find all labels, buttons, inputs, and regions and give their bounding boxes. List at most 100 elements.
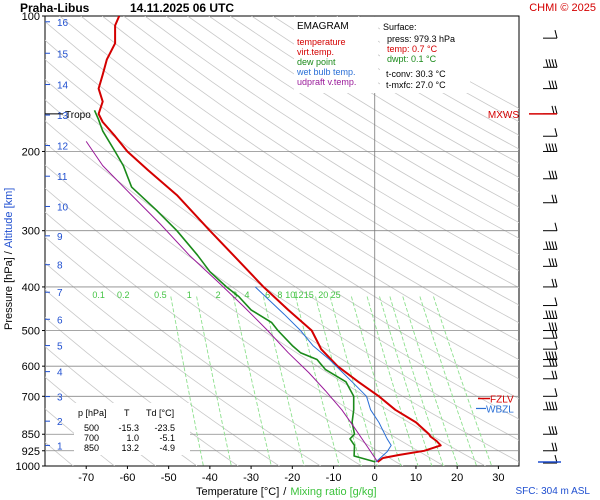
wind-barb: [543, 330, 558, 339]
barb-flag: [554, 442, 558, 451]
x-tick-label: -70: [78, 472, 94, 484]
mixing-ratio-label: 6: [265, 290, 270, 300]
table-cell: -15.3: [118, 423, 139, 433]
barb-flag: [554, 341, 558, 350]
mixing-ratio-label: 4: [244, 290, 249, 300]
mixing-ratio-line: [262, 296, 305, 466]
altitude-label: 6: [57, 315, 63, 326]
dry-adiabat: [45, 59, 519, 380]
wind-barb: [543, 80, 558, 90]
mixing-ratio-label: 0.1: [92, 290, 105, 300]
barb-flag: [554, 80, 558, 89]
legend-item-temperature: temperature: [297, 37, 346, 47]
xlabel-mixing: Mixing ratio [g/kg]: [290, 486, 376, 498]
legend-item-dew-point: dew point: [297, 57, 336, 67]
altitude-label: 3: [57, 393, 63, 404]
y-tick-label: 700: [22, 391, 40, 403]
mixing-ratio-line: [433, 296, 493, 466]
altitude-label: 11: [57, 172, 68, 183]
mixing-ratio-label: 1: [187, 290, 192, 300]
legend-box: [294, 17, 378, 93]
wind-barb: [543, 143, 558, 152]
barb-flag: [554, 105, 558, 114]
altitude-label: 9: [57, 232, 63, 243]
surface-temp: temp: 0.7 °C: [387, 44, 438, 54]
copyright-text: CHMI © 2025: [529, 2, 596, 14]
barb-flag: [554, 278, 558, 288]
x-tick-label: -10: [326, 472, 342, 484]
barb-flag: [554, 351, 558, 360]
barb-flag: [551, 170, 555, 179]
table-cell: -5.1: [159, 433, 175, 443]
svg-text:Pressure [hPa]/Altitude [km]: Pressure [hPa] /Altitude [km]: [3, 188, 15, 330]
dry-adiabat: [144, 16, 519, 255]
barb-flag: [551, 105, 555, 114]
barb-flag: [545, 241, 549, 250]
barb-flag: [551, 401, 555, 410]
table-header-p: p [hPa]: [78, 408, 107, 418]
legend-item-wet-bulb: wet bulb temp.: [296, 67, 356, 77]
altitude-label: 7: [57, 288, 63, 299]
x-tick-label: 30: [492, 472, 504, 484]
altitude-label: 10: [57, 202, 69, 213]
sfc-label: SFC: 304 m ASL: [516, 486, 591, 497]
mixing-ratio-label: 10: [285, 290, 295, 300]
barb-flag: [551, 322, 555, 331]
barb-flag: [554, 370, 558, 379]
surface-dwpt: dwpt: 0.1 °C: [387, 54, 437, 64]
wind-barb: [543, 310, 558, 319]
dry-adiabat: [123, 16, 519, 272]
x-tick-label: -40: [202, 472, 218, 484]
barb-flag: [551, 278, 555, 288]
mixing-ratio-line: [295, 296, 340, 466]
barb-flag: [551, 194, 555, 203]
surface-info: Surface: press: 979.3 hPa temp: 0.7 °C d…: [380, 17, 470, 93]
y-tick-label: 100: [22, 11, 40, 23]
surface-box: [380, 17, 470, 93]
dry-adiabat: [59, 16, 519, 324]
barb-flag: [545, 401, 549, 410]
x-tick-label: -20: [284, 472, 300, 484]
wind-barb: [543, 278, 558, 288]
barb-flag: [551, 370, 555, 379]
dry-adiabat: [208, 16, 519, 208]
dry-adiabat: [166, 16, 519, 239]
x-tick-label: -30: [243, 472, 259, 484]
mixing-ratio-label: 12: [293, 290, 303, 300]
altitude-label: 4: [57, 368, 63, 379]
barb-flag: [554, 30, 558, 39]
wind-barb-layer: [538, 30, 561, 464]
barb-flag: [554, 297, 558, 306]
barb-flag: [554, 330, 558, 339]
legend: EMAGRAM temperature virt.temp. dew point…: [294, 17, 378, 93]
barb-flag: [554, 222, 558, 231]
mixing-ratio-label: 20: [318, 290, 328, 300]
barb-flag: [551, 143, 555, 152]
barb-flag: [554, 401, 558, 410]
wind-barb: [543, 341, 558, 350]
barb-flag: [551, 426, 555, 435]
series-line-dew-point: [93, 109, 376, 463]
barb-flag: [545, 351, 549, 360]
y-axis-title: Pressure [hPa] /Altitude [km]: [3, 188, 15, 330]
barb-flag: [551, 59, 555, 68]
y-tick-label: 600: [22, 361, 40, 373]
mixing-ratio-label: 15: [304, 290, 314, 300]
x-tick-label: 0: [372, 472, 378, 484]
mixing-ratio-label: 25: [331, 290, 341, 300]
series-line-udpraft-v-temp: [85, 141, 379, 463]
wind-barb: [543, 241, 558, 250]
wbzl-label: WBZL: [486, 404, 514, 415]
altitude-label: 13: [57, 111, 69, 122]
dry-adiabat: [45, 21, 519, 342]
mixing-ratio-line: [170, 296, 204, 466]
wind-barb: [543, 194, 558, 204]
legend-item-updraft: udpraft v.temp.: [297, 77, 356, 87]
altitude-label: 1: [57, 441, 63, 452]
dry-adiabat: [45, 79, 519, 400]
fzlv-label: FZLV: [490, 395, 514, 406]
wind-barb: [543, 322, 558, 332]
wind-barb: [543, 59, 558, 68]
